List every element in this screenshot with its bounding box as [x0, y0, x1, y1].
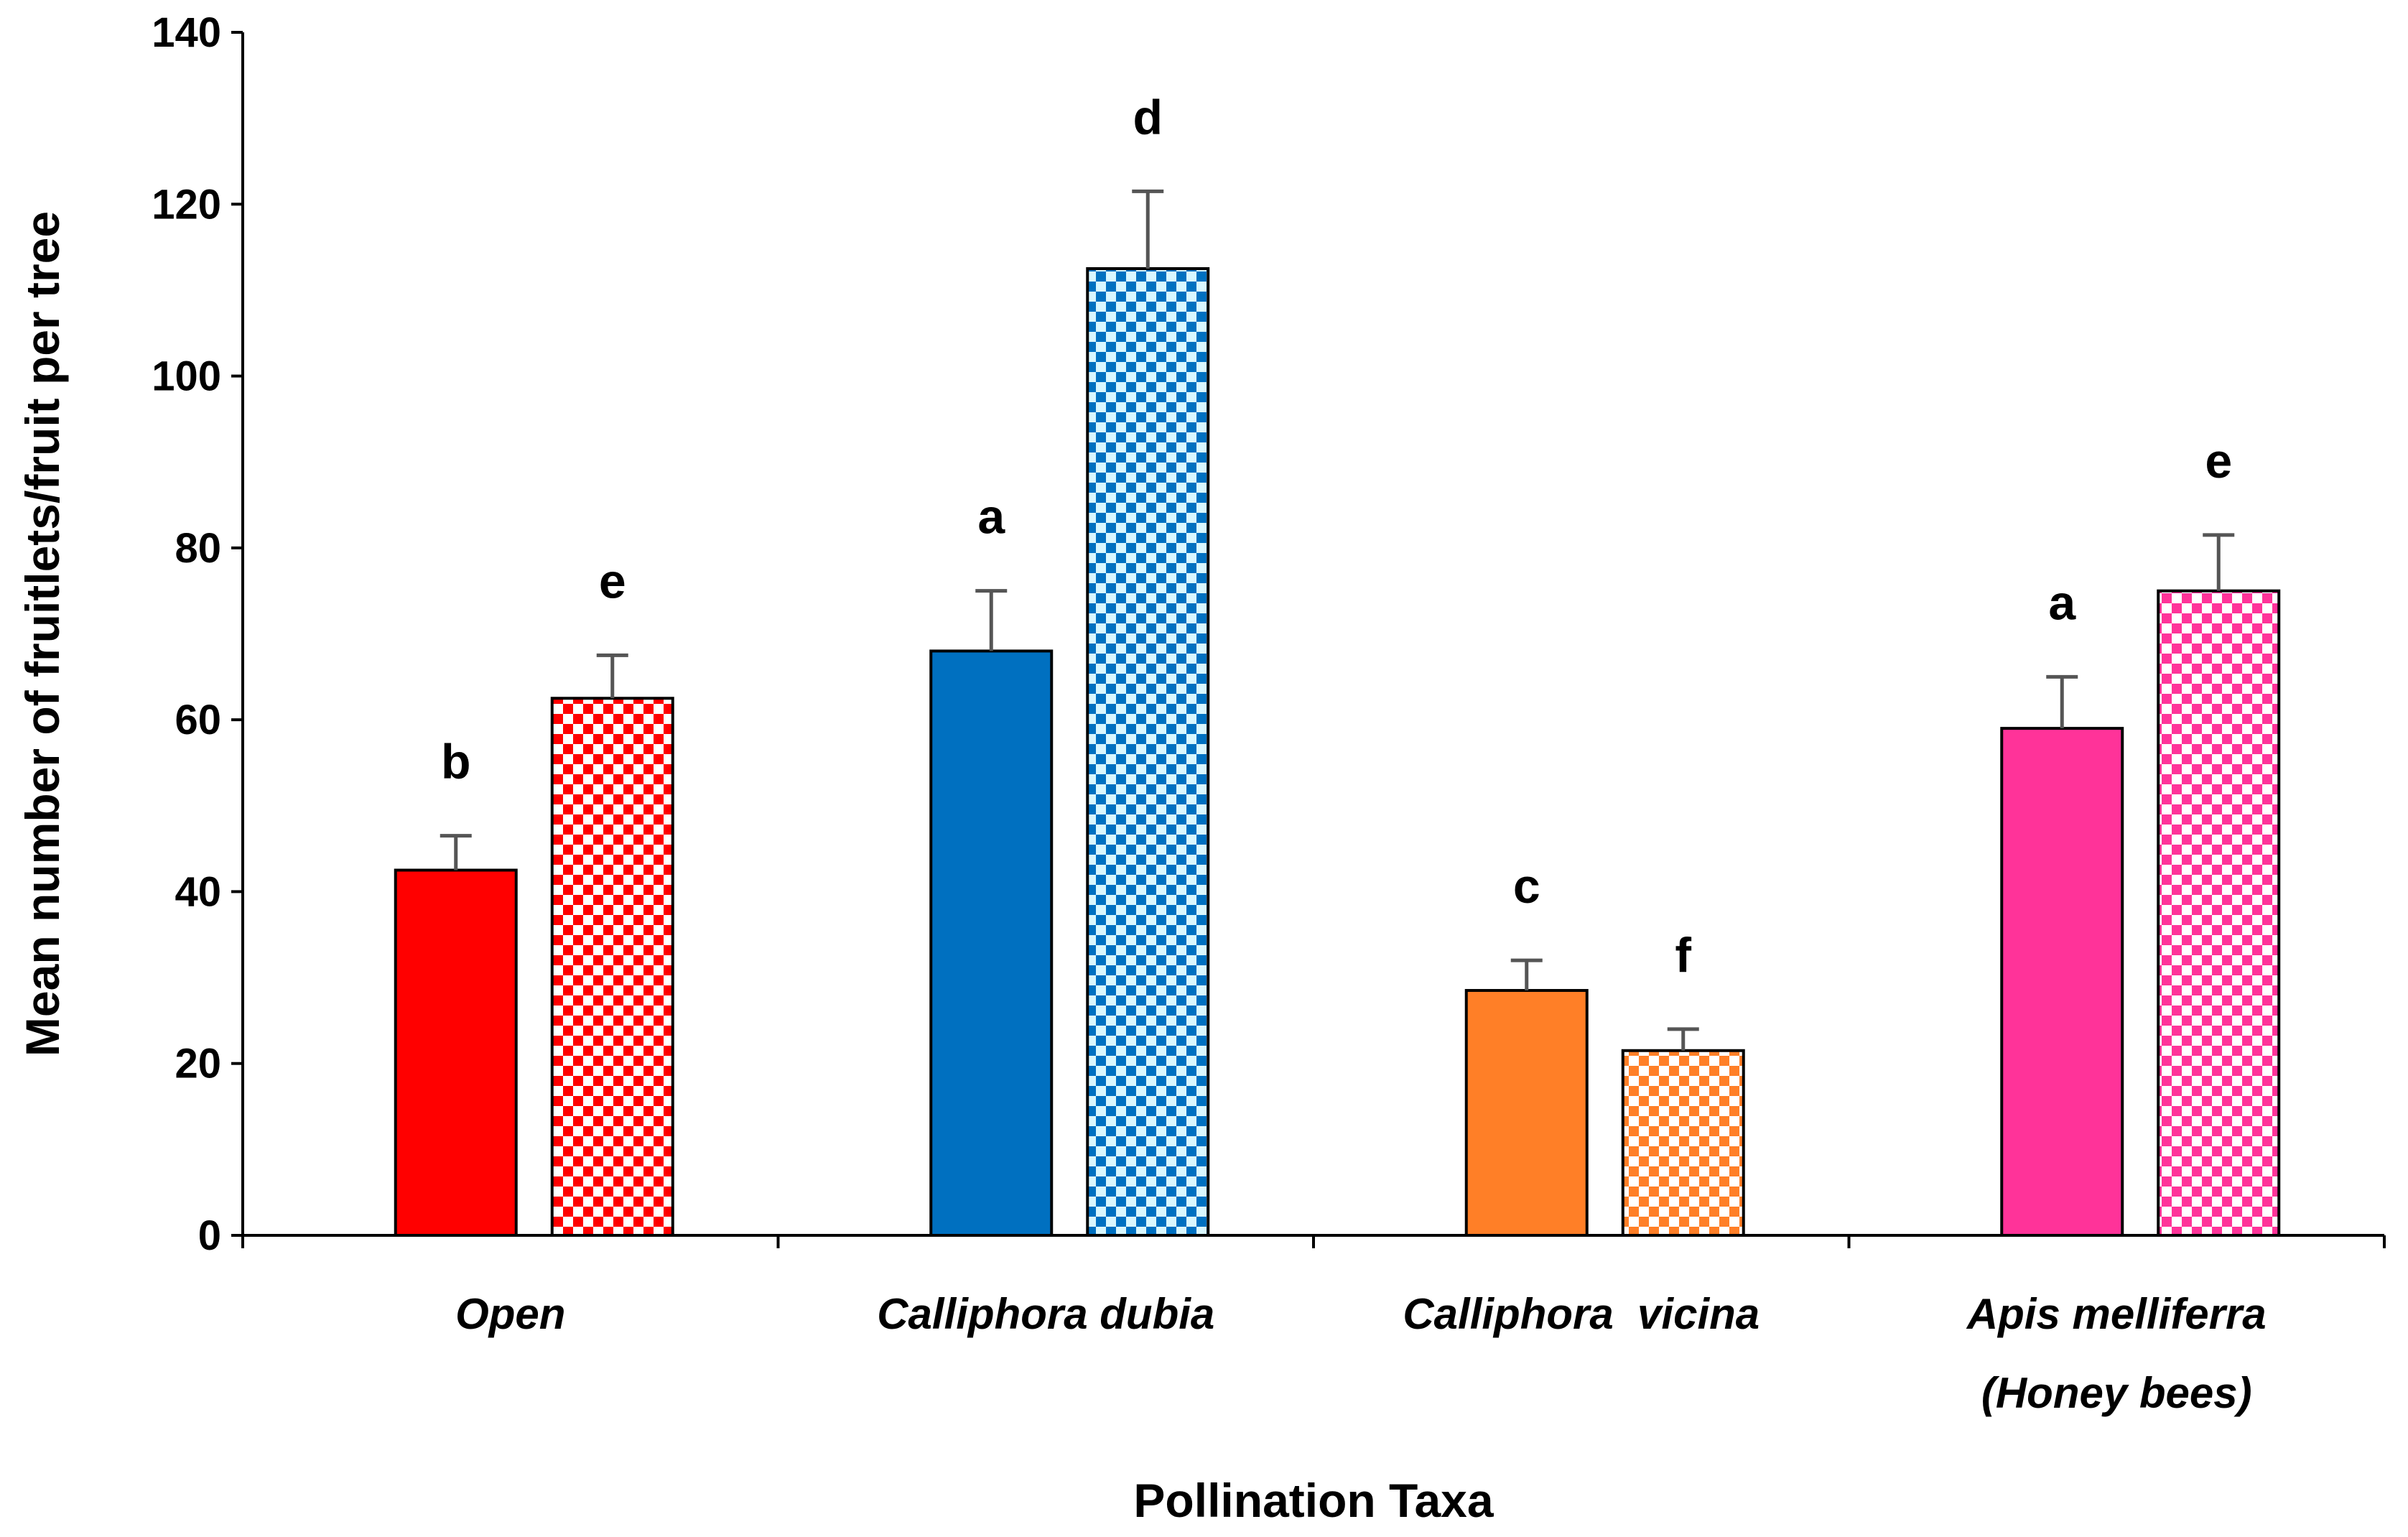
y-tick-label-40: 40 [175, 868, 221, 915]
bars-layer [394, 267, 2281, 1238]
y-tick-label-20: 20 [175, 1041, 221, 1087]
axes-layer [231, 31, 2386, 1248]
bar-solid-2 [1464, 989, 1589, 1237]
x-category-label-3-line-0: Apis melliferra [1966, 1290, 2267, 1338]
significance-letter-solid-0: b [441, 735, 471, 789]
x-axis-title: Pollination Taxa [1133, 1474, 1494, 1527]
labels-layer: b a c a e d f e 0 20 40 60 80 100 120 140 Open Calliphora… [16, 9, 2267, 1527]
y-tick-label-120: 120 [152, 181, 221, 228]
significance-letter-solid-2: c [1513, 859, 1540, 914]
bar-checkered-1 [1086, 267, 1210, 1238]
y-tick-label-0: 0 [198, 1212, 221, 1259]
x-category-label-2-line-0: Calliphora vicina [1403, 1290, 1759, 1338]
y-tick-label-140: 140 [152, 9, 221, 56]
significance-letter-checkered-0: e [599, 554, 626, 608]
bar-solid-3 [2000, 727, 2124, 1237]
significance-letter-checkered-2: f [1675, 928, 1691, 983]
significance-letter-solid-3: a [2048, 575, 2076, 630]
y-tick-label-80: 80 [175, 525, 221, 572]
y-axis-title: Mean number of fruitlets/fruit per tree [16, 211, 69, 1057]
x-category-label-3-line-1: (Honey bees) [1981, 1369, 2252, 1417]
y-tick-label-60: 60 [175, 697, 221, 743]
significance-letter-checkered-1: d [1133, 90, 1163, 144]
significance-letter-checkered-3: e [2205, 434, 2232, 488]
bar-solid-0 [394, 868, 518, 1237]
bar-checkered-3 [2157, 589, 2281, 1237]
y-tick-label-100: 100 [152, 353, 221, 400]
significance-letter-solid-1: a [977, 490, 1005, 544]
bar-checkered-0 [550, 697, 674, 1237]
bar-checkered-2 [1621, 1049, 1745, 1237]
x-category-label-0-line-0: Open [455, 1290, 565, 1338]
error-bars-layer [440, 189, 2235, 1051]
x-category-label-1-line-0: Calliphora dubia [877, 1290, 1214, 1338]
bar-solid-1 [929, 649, 1054, 1237]
